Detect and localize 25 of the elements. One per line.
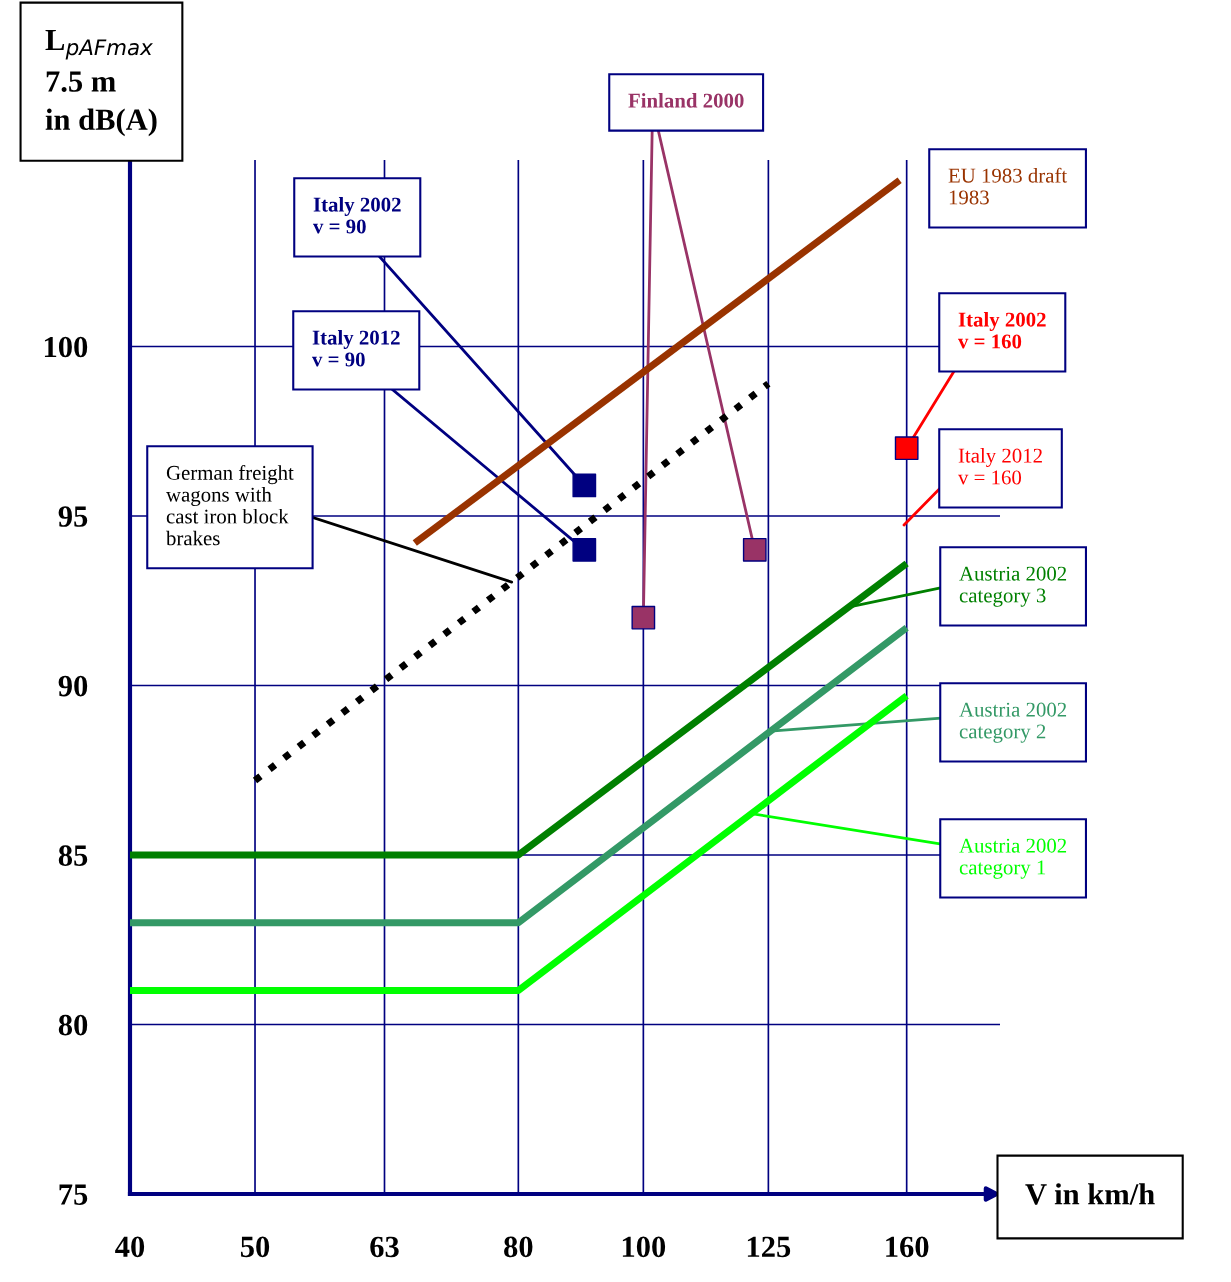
y-tick-label: 100 — [44, 336, 88, 358]
text: Austria 2002 category 1 — [959, 838, 1067, 879]
x-tick-label: 50 — [240, 1236, 270, 1258]
text: Austria 2002 category 2 — [959, 702, 1067, 743]
text: EU 1983 draft 1983 — [948, 167, 1068, 205]
annotation: Italy 2012 v = 160 — [958, 448, 1042, 485]
y-tick-label: 75 — [59, 1184, 88, 1205]
text: Italy 2002 v = 90 — [313, 197, 401, 234]
y-tick-label: 85 — [58, 845, 88, 866]
y-axis-title: L$_{pAFmax}$ 7.5 m in dB(A) — [45, 30, 157, 137]
y-tick-label: 95 — [58, 506, 88, 527]
text: Italy 2012 v = 90 — [312, 330, 400, 367]
x-tick-label: 100 — [622, 1236, 666, 1258]
text: German freight wagons with cast iron block brakes — [166, 465, 294, 546]
x-axis-title: V in km/h — [1025, 1183, 1155, 1205]
x-tick-label: 160 — [886, 1236, 929, 1258]
text: Italy 2002 v = 160 — [958, 312, 1046, 349]
y-tick-label: 90 — [58, 675, 88, 697]
x-tick-label: 63 — [370, 1236, 399, 1258]
text: Finland 2000 — [628, 93, 744, 108]
y-tick-label: 80 — [58, 1014, 88, 1036]
x-tick-label: 40 — [115, 1236, 145, 1258]
text: Austria 2002 category 3 — [959, 566, 1067, 607]
x-tick-label: 125 — [747, 1236, 791, 1258]
x-tick-label: 80 — [504, 1236, 533, 1258]
